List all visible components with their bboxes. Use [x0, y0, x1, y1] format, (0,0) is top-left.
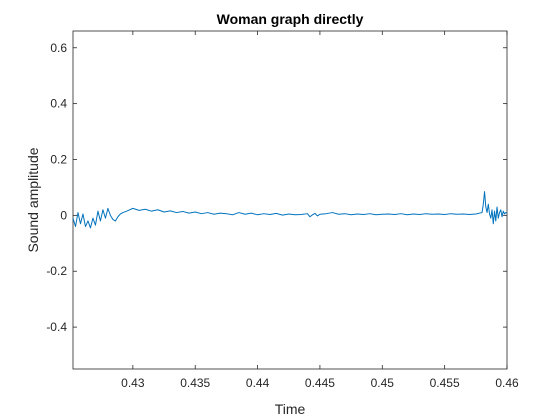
- y-tick-label: 0.4: [50, 97, 67, 111]
- x-tick-label: 0.435: [180, 376, 210, 390]
- y-tick-label: 0: [60, 208, 67, 222]
- y-tick-label: 0.6: [50, 41, 67, 55]
- chart-title: Woman graph directly: [217, 11, 364, 27]
- x-tick-label: 0.44: [246, 376, 270, 390]
- x-tick-label: 0.445: [305, 376, 335, 390]
- plot-area: [72, 30, 508, 370]
- x-axis-label: Time: [275, 401, 306, 417]
- x-tick-label: 0.455: [430, 376, 460, 390]
- x-ticks: 0.43 0.435 0.44 0.445 0.45 0.455 0.46: [121, 31, 519, 390]
- y-axis-label: Sound amplitude: [25, 147, 41, 252]
- x-tick-label: 0.45: [371, 376, 395, 390]
- x-tick-label: 0.46: [495, 376, 519, 390]
- x-tick-label: 0.43: [121, 376, 145, 390]
- y-ticks: -0.4 -0.2 0 0.2 0.4 0.6: [46, 41, 507, 334]
- y-tick-label: -0.4: [46, 320, 67, 334]
- y-tick-label: -0.2: [46, 264, 67, 278]
- series-line: [72, 191, 508, 229]
- y-tick-label: 0.2: [50, 152, 67, 166]
